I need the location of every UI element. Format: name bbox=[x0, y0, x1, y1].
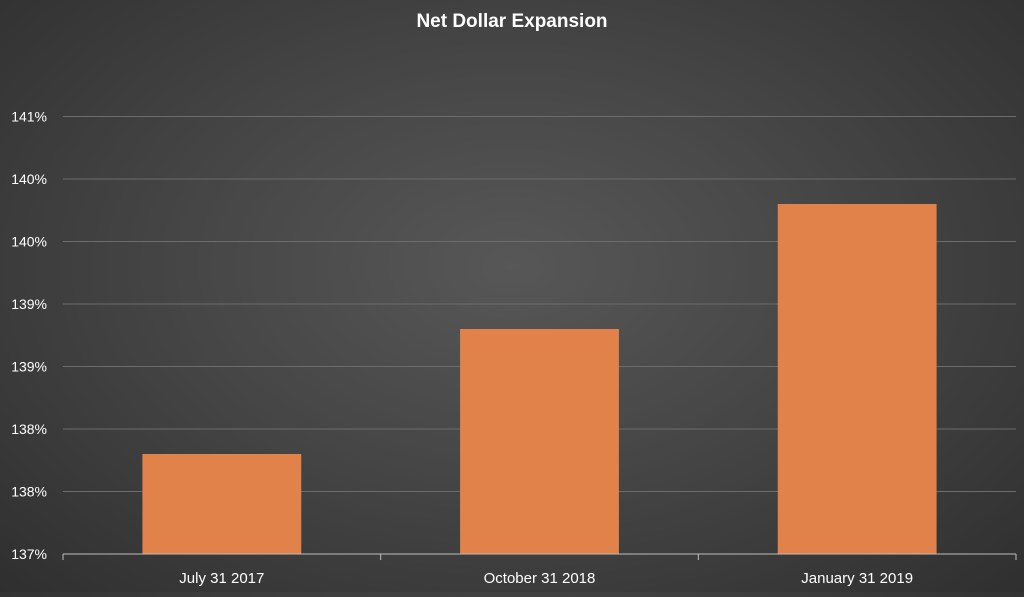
x-axis bbox=[62, 553, 1017, 560]
bars bbox=[142, 204, 937, 554]
y-axis-tick-labels: 137% 138% 138% 139% 139% 140% 140% 141% bbox=[11, 109, 47, 563]
y-tick-label: 138% bbox=[11, 484, 47, 500]
y-tick-label: 139% bbox=[11, 296, 47, 312]
chart-title: Net Dollar Expansion bbox=[416, 11, 607, 32]
x-tick-label: January 31 2019 bbox=[801, 570, 913, 587]
y-tick-label: 137% bbox=[11, 546, 47, 562]
bar bbox=[777, 204, 937, 554]
bar bbox=[460, 329, 619, 554]
y-tick-label: 140% bbox=[11, 234, 47, 250]
y-tick-label: 140% bbox=[11, 171, 47, 187]
x-axis-category-labels: July 31 2017 October 31 2018 January 31 20… bbox=[179, 570, 913, 587]
x-tick-label: July 31 2017 bbox=[179, 570, 264, 587]
y-tick-label: 141% bbox=[11, 109, 47, 125]
y-tick-label: 139% bbox=[11, 359, 47, 375]
x-tick-label: October 31 2018 bbox=[484, 570, 596, 587]
y-tick-label: 138% bbox=[11, 421, 47, 437]
bar bbox=[142, 454, 302, 554]
